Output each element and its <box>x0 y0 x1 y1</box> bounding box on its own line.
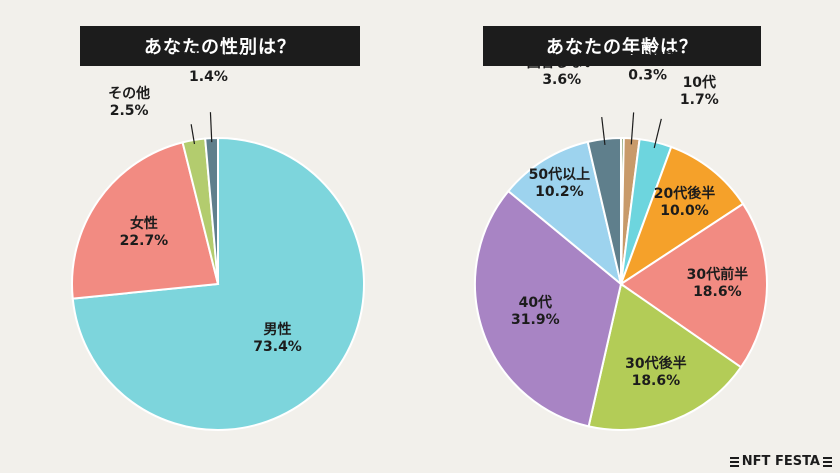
slice-label: 30代後半 18.6% <box>625 355 686 389</box>
leader-line <box>653 118 662 149</box>
pie-slice <box>474 189 623 428</box>
slice-label: その他 2.5% <box>108 85 150 119</box>
chart-title-gender: あなたの性別は？ <box>80 26 360 66</box>
slice-label: 回答しない 3.6% <box>527 54 597 88</box>
leader-line <box>190 124 196 145</box>
pie-slice <box>619 145 745 287</box>
pie-slice <box>506 140 623 287</box>
brand-name: NFT FESTA <box>741 454 820 469</box>
leader-line <box>630 112 635 145</box>
pie-slice <box>587 282 743 431</box>
logo-bars-icon <box>729 456 739 467</box>
leader-line <box>209 112 213 143</box>
slice-label: 30代前半 18.6% <box>687 266 748 300</box>
leader-line <box>601 117 606 145</box>
slice-label: 男性 73.4% <box>253 321 302 355</box>
pie-slice <box>619 202 768 369</box>
slice-label: 女性 22.7% <box>120 215 169 249</box>
pie-slice <box>71 141 220 300</box>
logo-bars-icon <box>823 456 832 467</box>
slice-label: 10代未満 0.3% <box>617 49 678 83</box>
brand-logo: NFT FESTA <box>729 454 832 469</box>
slice-label: 20代後半 10.0% <box>654 185 715 219</box>
slice-label: 10代 1.7% <box>680 74 719 108</box>
slice-label: 40代 31.9% <box>511 294 560 328</box>
slice-label: 回答しない 1.4% <box>173 51 243 85</box>
slice-label: 50代以上 10.2% <box>529 166 590 200</box>
chart-title-age: あなたの年齢は？ <box>483 26 761 66</box>
